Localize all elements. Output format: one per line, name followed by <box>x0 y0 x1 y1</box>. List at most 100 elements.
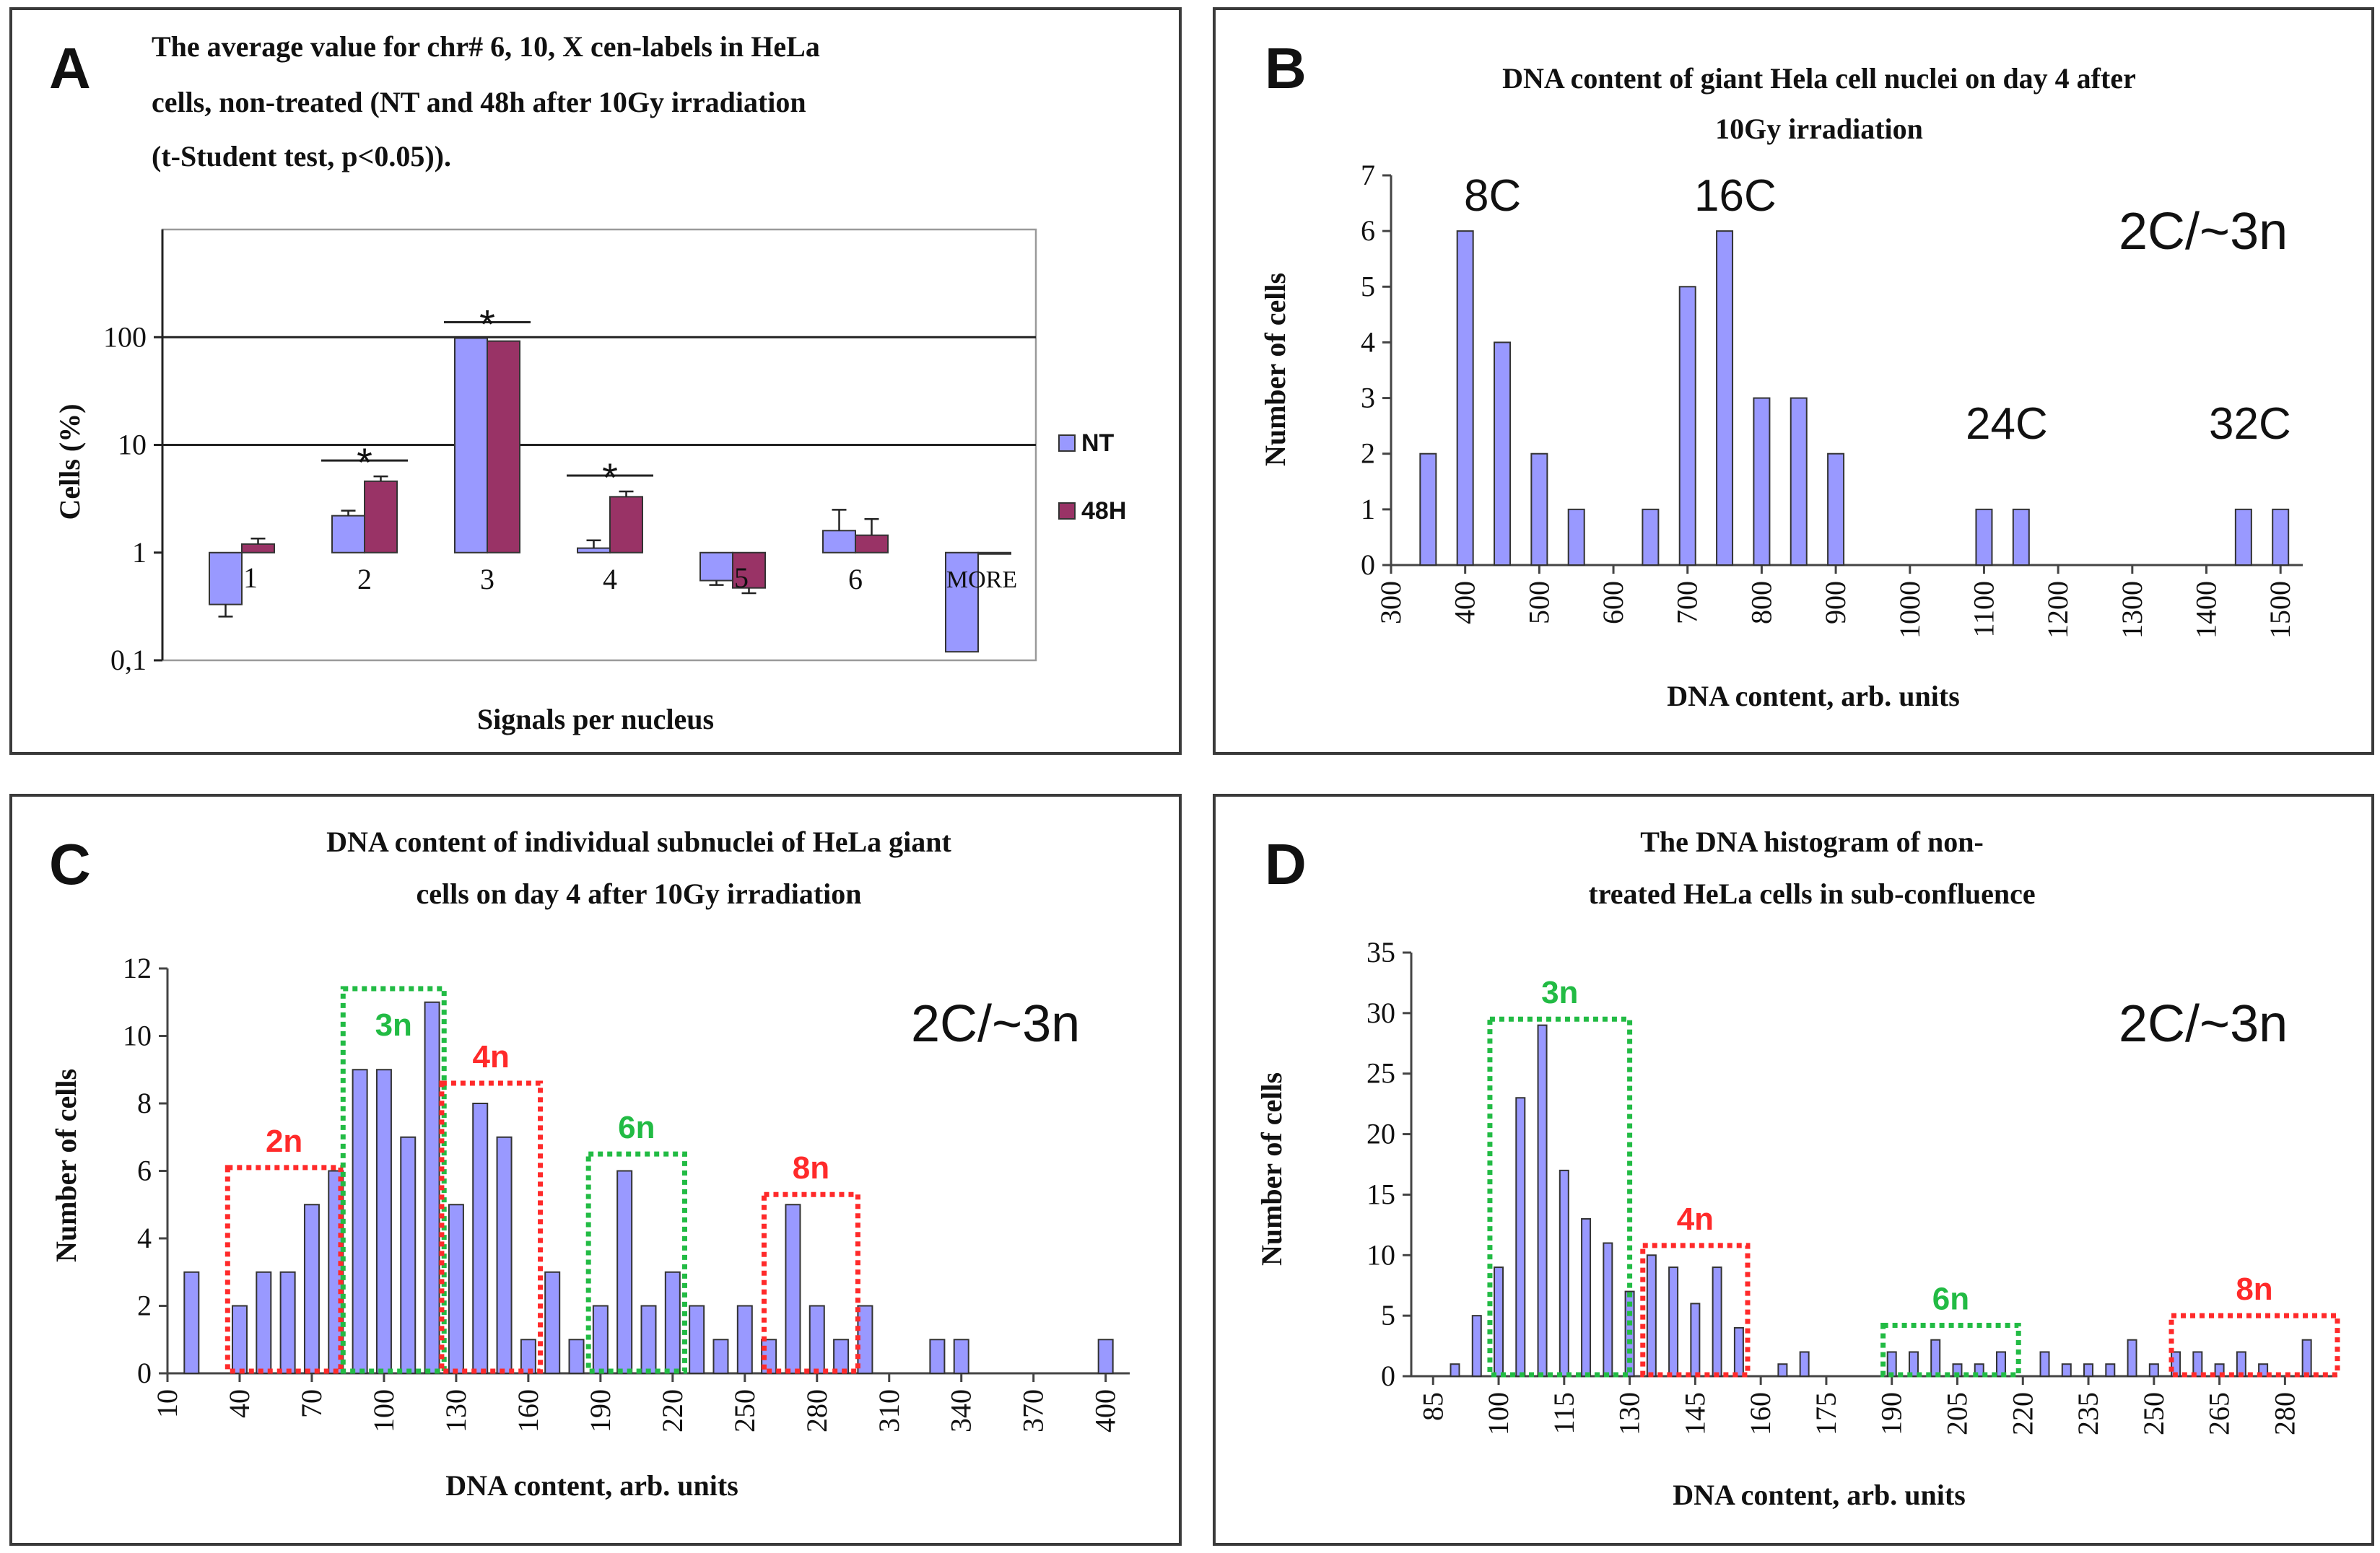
panel-b-bar <box>1678 286 1696 566</box>
panel-c-bar <box>664 1271 681 1374</box>
panel-c-box-4n <box>439 1080 544 1374</box>
panel-c-bar <box>183 1271 200 1374</box>
panel-a-title-line-1: The average value for chr# 6, 10, X cen-… <box>152 30 820 63</box>
panel-c-bar <box>472 1103 489 1374</box>
panel-a-xtick-label: 2 <box>357 563 372 595</box>
panel-c-bar <box>231 1305 248 1374</box>
panel-d-xtick-label: 190 <box>1875 1392 1908 1435</box>
panel-a-bar-nt <box>822 530 856 554</box>
panel-a-xtick-label: 6 <box>848 563 863 595</box>
panel-a-title-line-3: (t-Student test, p<0.05)). <box>152 140 451 172</box>
panel-d-box-label-8n: 8n <box>2236 1272 2272 1307</box>
panel-b-ytick-label: 0 <box>1361 548 1375 581</box>
panel-b-bar <box>1975 508 1993 566</box>
panel-b-xtick-label: 600 <box>1597 581 1629 624</box>
panel-c-bar <box>568 1339 585 1374</box>
panel-b: B DNA content of giant Hela cell nuclei … <box>1213 7 2374 755</box>
panel-d-xtick-label: 280 <box>2268 1392 2301 1435</box>
panel-b-annotation-16c: 16C <box>1694 171 1777 221</box>
panel-b-title-line-1: DNA content of giant Hela cell nuclei on… <box>1502 62 2136 95</box>
panel-d-bar <box>1515 1097 1526 1378</box>
panel-a-xtick-label: MORE <box>946 566 1017 593</box>
panel-c-box-6n <box>585 1151 687 1374</box>
panel-c-xtick-label: 40 <box>223 1389 256 1418</box>
panel-a-bar-48h <box>732 551 766 589</box>
panel-b-xtick-label: 300 <box>1374 581 1407 624</box>
panel-c-xtick-label: 280 <box>801 1389 833 1432</box>
panel-b-bar <box>1530 452 1548 566</box>
panel-c-letter: C <box>49 832 91 896</box>
panel-c-xtick-label: 250 <box>728 1389 761 1432</box>
panel-d-bar <box>1690 1303 1701 1378</box>
panel-c-bar <box>736 1305 753 1374</box>
panel-c-ytick-label: 2 <box>137 1290 152 1322</box>
panel-a-xtick-label: 3 <box>480 563 494 595</box>
panel-c-xtick-label: 310 <box>873 1389 905 1432</box>
panel-c-bar <box>279 1271 296 1374</box>
panel-b-ytick-label: 3 <box>1361 382 1375 414</box>
panel-c-xtick-label: 340 <box>945 1389 977 1432</box>
panel-a-letter: A <box>49 36 91 100</box>
panel-b-ylabel: Number of cells <box>1259 273 1291 466</box>
panel-b-bar <box>2234 508 2252 566</box>
panel-d-ytick-label: 5 <box>1381 1299 1395 1331</box>
panel-d-box-3n <box>1487 1016 1633 1378</box>
panel-a: A The average value for chr# 6, 10, X ce… <box>9 7 1182 755</box>
panel-b-bar <box>1790 397 1808 566</box>
panel-c-bar <box>400 1136 417 1374</box>
panel-d-xtick-label: 250 <box>2137 1392 2170 1435</box>
panel-a-title-line-2: cells, non-treated (NT and 48h after 10G… <box>152 86 806 118</box>
panel-d-bar <box>2192 1351 2203 1378</box>
panel-c-box-label-6n: 6n <box>618 1110 655 1145</box>
panel-d-xtick-label: 160 <box>1744 1392 1777 1435</box>
panel-d-box-label-3n: 3n <box>1541 975 1578 1010</box>
panel-d-ytick-label: 30 <box>1366 997 1395 1029</box>
panel-b-xtick-label: 400 <box>1449 581 1481 624</box>
panel-d-bar <box>1777 1363 1788 1377</box>
panel-d-bar <box>2061 1363 2072 1377</box>
panel-b-bar <box>1494 341 1512 566</box>
panel-b-ytick-label: 7 <box>1361 159 1375 191</box>
panel-a-ytick-label: 0,1 <box>110 644 147 676</box>
panel-a-bar-48h <box>487 340 520 554</box>
panel-a-bar-nt <box>699 551 733 582</box>
panel-d-ytick-label: 35 <box>1366 936 1395 968</box>
panel-b-bar <box>1827 452 1845 566</box>
panel-b-ytick-label: 4 <box>1361 325 1375 358</box>
panel-d-xtick-label: 235 <box>2072 1392 2104 1435</box>
panel-c-bar <box>375 1069 392 1374</box>
panel-a-ylabel: Cells (%) <box>53 403 86 520</box>
panel-c-bar <box>808 1305 825 1374</box>
panel-c-bar <box>953 1339 969 1374</box>
panel-b-bar <box>1642 508 1660 566</box>
panel-d-annotation-ploidy: 2C/~3n <box>2119 995 2288 1053</box>
panel-a-legend: NT 48H <box>1058 429 1126 525</box>
panel-c-bar <box>785 1204 801 1374</box>
panel-c-bar <box>520 1339 536 1374</box>
panel-c-title-line-2: cells on day 4 after 10Gy irradiation <box>417 878 862 910</box>
panel-c-bar <box>256 1271 272 1374</box>
panel-a-significance-star: * <box>479 302 495 347</box>
panel-a-bar-48h <box>855 534 889 554</box>
legend-label-nt: NT <box>1081 429 1115 457</box>
panel-a-bar-48h <box>241 543 275 554</box>
panel-b-xlabel: DNA content, arb. units <box>1667 680 1960 712</box>
panel-a-significance-star: * <box>357 439 372 485</box>
panel-c-box-label-3n: 3n <box>375 1007 412 1043</box>
panel-b-xtick-label: 900 <box>1819 581 1852 624</box>
panel-c-box-8n <box>761 1191 860 1374</box>
panel-d-bar <box>1908 1351 1919 1378</box>
panel-c-bar <box>712 1339 729 1374</box>
panel-d-bar <box>1799 1351 1810 1378</box>
panel-d-box-label-4n: 4n <box>1677 1202 1714 1237</box>
panel-a-bar-nt <box>331 515 365 554</box>
panel-c-box-label-2n: 2n <box>266 1124 302 1159</box>
panel-a-bar-nt <box>209 551 243 605</box>
panel-d-bar <box>1494 1267 1504 1377</box>
panel-d-bar <box>2148 1363 2159 1377</box>
panel-c-xtick-label: 10 <box>151 1389 183 1418</box>
panel-c-ytick-label: 10 <box>123 1020 152 1052</box>
panel-b-bar <box>1419 452 1437 566</box>
panel-b-xtick-label: 1300 <box>2116 581 2148 639</box>
panel-d-ytick-label: 10 <box>1366 1238 1395 1271</box>
